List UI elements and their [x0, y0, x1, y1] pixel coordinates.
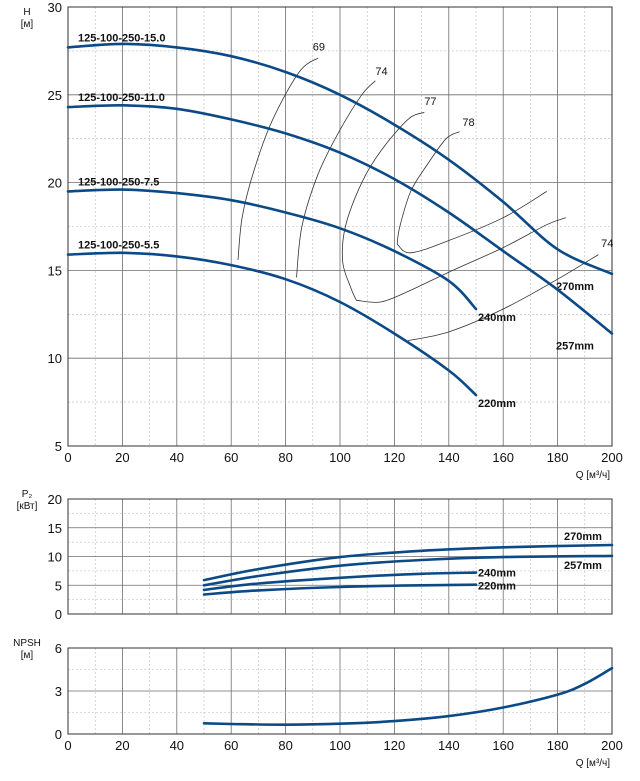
head-series-name: 125-100-250-15.0 — [78, 32, 165, 44]
head-x-tick-label: 200 — [601, 450, 623, 465]
head-x-tick-label: 80 — [278, 450, 292, 465]
npsh-x-tick-label: 0 — [64, 738, 71, 753]
npsh-x-tick-label: 120 — [384, 738, 406, 753]
head-y-tick-label: 20 — [48, 176, 62, 191]
npsh-x-tick-label: 180 — [547, 738, 569, 753]
power-series-label: 270mm — [564, 531, 602, 543]
head-y-axis-unit: [м] — [21, 19, 34, 30]
efficiency-label: 69 — [313, 41, 325, 53]
head-x-tick-label: 40 — [170, 450, 184, 465]
efficiency-line — [237, 57, 319, 260]
power-series-label: 240mm — [478, 568, 516, 580]
npsh-x-tick-label: 200 — [601, 738, 623, 753]
power-series-line — [202, 571, 478, 592]
head-plot-frame — [67, 6, 613, 447]
head-x-tick-label: 180 — [547, 450, 569, 465]
head-series-line — [66, 42, 614, 276]
head-series-impeller-label: 257mm — [556, 341, 594, 353]
efficiency-label: 74 — [375, 66, 387, 78]
head-y-tick-label: 15 — [48, 263, 62, 278]
efficiency-line — [356, 217, 566, 303]
head-series-impeller-label: 220mm — [478, 398, 516, 410]
head-x-tick-label: 0 — [64, 450, 71, 465]
head-y-tick-label: 5 — [55, 439, 62, 454]
power-series-label: 220mm — [478, 581, 516, 593]
npsh-series-line — [202, 666, 614, 727]
npsh-plot-frame — [67, 647, 613, 735]
head-series-line — [66, 103, 614, 335]
npsh-y-axis-label: NPSH — [13, 638, 41, 649]
head-y-tick-label: 25 — [48, 88, 62, 103]
head-x-tick-label: 120 — [384, 450, 406, 465]
power-y-tick-label: 10 — [48, 550, 62, 565]
power-series-line — [202, 554, 614, 587]
power-y-tick-label: 15 — [48, 521, 62, 536]
efficiency-label: 74 — [601, 238, 613, 250]
head-series-line — [66, 251, 478, 397]
power-series-label: 257mm — [564, 560, 602, 572]
head-series-line — [66, 188, 478, 311]
efficiency-line — [396, 191, 547, 254]
head-x-tick-label: 100 — [329, 450, 351, 465]
efficiency-line — [407, 254, 599, 341]
head-series-impeller-label: 270mm — [556, 281, 594, 293]
npsh-x-tick-label: 80 — [278, 738, 292, 753]
efficiency-label: 78 — [462, 117, 474, 129]
head-y-tick-label: 10 — [48, 351, 62, 366]
npsh-x-tick-label: 140 — [438, 738, 460, 753]
power-series-line — [202, 583, 478, 596]
head-x-tick-label: 140 — [438, 450, 460, 465]
head-x-tick-label: 160 — [492, 450, 514, 465]
head-series-name: 125-100-250-7.5 — [78, 176, 159, 188]
npsh-x-tick-label: 60 — [224, 738, 238, 753]
npsh-y-axis-unit: [м] — [21, 650, 34, 661]
head-y-tick-label: 30 — [48, 0, 62, 15]
efficiency-line — [396, 131, 460, 245]
head-x-tick-label: 20 — [115, 450, 129, 465]
power-y-tick-label: 20 — [48, 492, 62, 507]
npsh-x-tick-label: 100 — [329, 738, 351, 753]
npsh-x-axis-label: Q [м³/ч] — [576, 758, 611, 769]
power-series-line — [202, 543, 614, 582]
power-y-axis-label: P₂ — [22, 489, 33, 500]
head-x-tick-label: 60 — [224, 450, 238, 465]
npsh-y-tick-label: 0 — [55, 727, 62, 742]
npsh-x-tick-label: 40 — [170, 738, 184, 753]
power-y-axis-unit: [кВт] — [17, 501, 38, 512]
head-y-axis-label: H — [23, 7, 30, 18]
efficiency-line — [341, 112, 425, 301]
head-x-axis-label: Q [м³/ч] — [576, 470, 611, 481]
npsh-x-tick-label: 160 — [492, 738, 514, 753]
efficiency-line — [296, 80, 376, 278]
npsh-y-tick-label: 6 — [55, 641, 62, 656]
efficiency-label: 77 — [424, 96, 436, 108]
head-series-name: 125-100-250-11.0 — [78, 92, 165, 104]
npsh-x-tick-label: 20 — [115, 738, 129, 753]
power-y-tick-label: 0 — [55, 607, 62, 622]
npsh-y-tick-label: 3 — [55, 684, 62, 699]
head-series-impeller-label: 240mm — [478, 312, 516, 324]
power-y-tick-label: 5 — [55, 578, 62, 593]
head-series-name: 125-100-250-5.5 — [78, 240, 159, 252]
